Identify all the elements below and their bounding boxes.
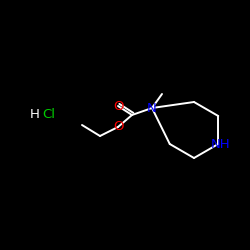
Text: N: N	[147, 102, 157, 114]
Text: O: O	[113, 120, 123, 134]
Text: O: O	[113, 100, 123, 112]
Text: H: H	[30, 108, 40, 122]
Text: Cl: Cl	[42, 108, 55, 122]
Text: NH: NH	[210, 138, 230, 150]
